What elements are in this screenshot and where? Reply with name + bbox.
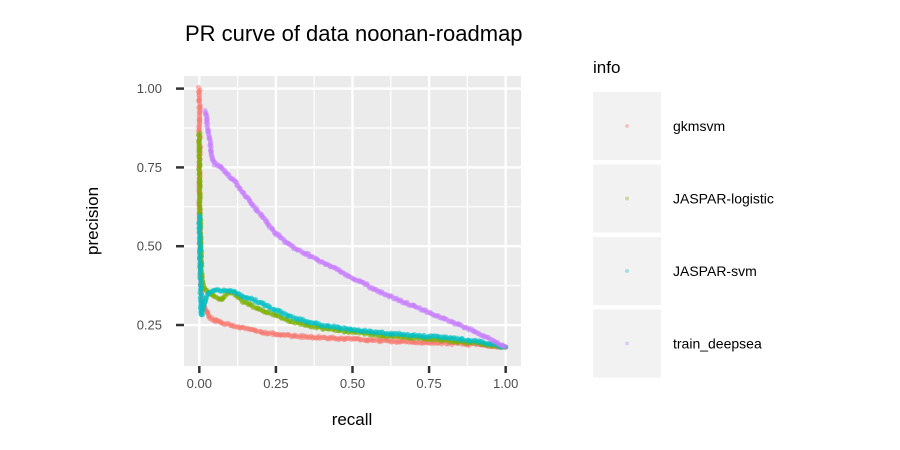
x-axis: 0.00 0.25 0.50 0.75 1.00 [187,366,518,391]
legend-key [593,92,661,160]
y-tick-label: 0.75 [137,160,162,175]
legend-key [593,309,661,378]
y-axis-title: precision [83,187,102,255]
legend-label: JASPAR-svm [673,263,757,279]
legend-title: info [593,58,620,77]
x-tick-label: 0.00 [187,376,212,391]
y-axis: 0.25 0.50 0.75 1.00 [137,81,184,333]
data-points [195,84,509,351]
y-tick-label: 1.00 [137,81,162,96]
legend-label: gkmsvm [673,118,725,134]
y-tick-label: 0.50 [137,239,162,254]
legend: info gkmsvm JASPAR-logistic JASPAR-svm trai… [593,58,774,378]
x-axis-title: recall [332,410,373,429]
legend-key-point [625,269,629,273]
legend-key-point [625,341,629,346]
legend-key [593,164,661,233]
x-tick-label: 0.25 [263,376,288,391]
legend-key-point [625,196,629,201]
legend-key [593,237,661,305]
chart-title: PR curve of data noonan-roadmap [185,21,523,46]
x-tick-label: 0.50 [340,376,365,391]
legend-label: JASPAR-logistic [673,191,774,207]
legend-key-point [625,124,629,128]
data-point [503,344,509,350]
x-tick-label: 0.75 [416,376,441,391]
x-tick-label: 1.00 [493,376,518,391]
legend-label: train_deepsea [673,336,762,352]
series-train_deepsea [202,107,509,350]
y-tick-label: 0.25 [137,318,162,333]
